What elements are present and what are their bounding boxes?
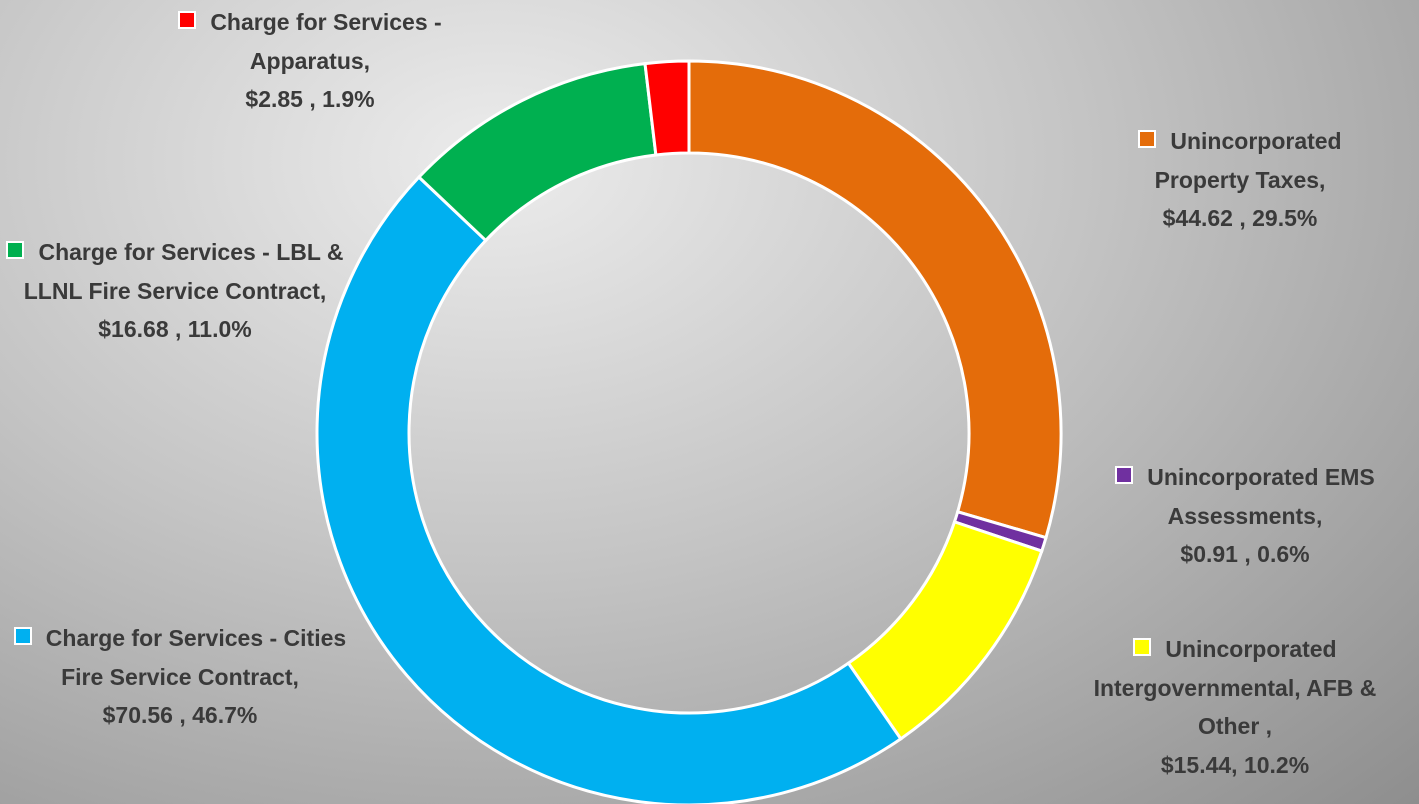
legend-swatch: [178, 11, 197, 29]
data-label: Charge for Services - LBL & LLNL Fire Se…: [5, 233, 345, 349]
data-label: Charge for Services - Cities Fire Servic…: [10, 619, 350, 735]
donut-segment: [687, 59, 1063, 540]
category-label: Charge for Services - LBL & LLNL Fire Se…: [23, 239, 344, 304]
value-label: $15.44, 10.2%: [1160, 751, 1310, 778]
category-label: Unincorporated EMS Assessments,: [1147, 464, 1375, 529]
donut-segment: [315, 175, 903, 804]
data-label: Unincorporated Intergovernmental, AFB & …: [1075, 630, 1395, 784]
category-label: Unincorporated Intergovernmental, AFB & …: [1093, 636, 1377, 739]
category-label: Unincorporated Property Taxes,: [1154, 128, 1342, 193]
value-label: $0.91 , 0.6%: [1180, 541, 1310, 567]
legend-swatch: [1133, 638, 1152, 656]
value-label: $44.62 , 29.5%: [1162, 205, 1318, 231]
category-label: Charge for Services - Apparatus,: [210, 9, 442, 74]
legend-swatch: [1115, 466, 1134, 484]
donut-segment: [643, 59, 691, 157]
legend-swatch: [1138, 130, 1157, 148]
value-label: $16.68 , 11.0%: [98, 316, 252, 342]
data-label: Unincorporated Property Taxes, $44.62 , 2…: [1090, 122, 1390, 238]
data-label: Charge for Services - Apparatus, $2.85 , …: [140, 3, 480, 119]
data-label: Unincorporated EMS Assessments, $0.91 , 0…: [1080, 458, 1410, 574]
value-label: $2.85 , 1.9%: [245, 86, 375, 112]
value-label: $70.56 , 46.7%: [102, 702, 258, 728]
legend-swatch: [13, 627, 32, 645]
legend-swatch: [6, 241, 25, 259]
category-label: Charge for Services - Cities Fire Servic…: [45, 625, 347, 690]
